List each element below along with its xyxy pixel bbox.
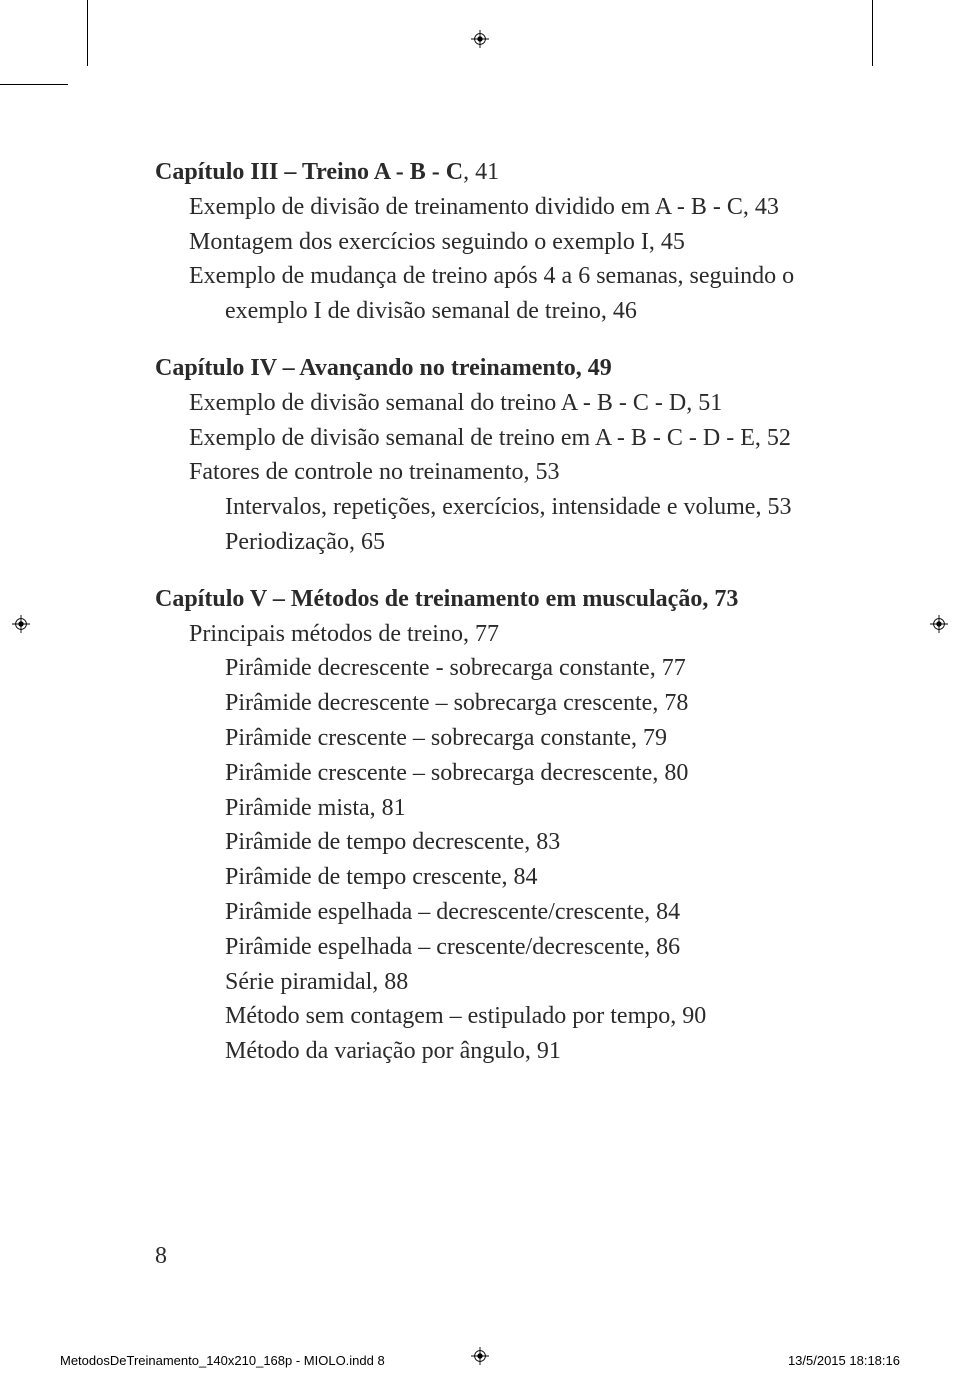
toc-subentry: Série piramidal, 88 [155,965,835,1000]
toc-subentry: Pirâmide decrescente – sobrecarga cresce… [155,686,835,721]
toc-entry: Exemplo de divisão semanal de treino em … [155,421,835,456]
toc-entry: Fatores de controle no treinamento, 53 [155,455,835,490]
toc-entry: Montagem dos exercícios seguindo o exemp… [155,225,835,260]
toc-entry: Principais métodos de treino, 77 [155,617,835,652]
toc-subentry: Pirâmide decrescente - sobrecarga consta… [155,651,835,686]
toc-subentry: Periodização, 65 [155,525,835,560]
toc-subentry: Pirâmide crescente – sobrecarga constant… [155,721,835,756]
toc-subentry: Método sem contagem – estipulado por tem… [155,999,835,1034]
crop-mark [87,0,88,66]
page-content: Capítulo III – Treino A - B - C, 41 Exem… [155,155,835,1069]
chapter-title: Capítulo III – Treino A - B - C [155,159,463,185]
print-footer: MetodosDeTreinamento_140x210_168p - MIOL… [60,1353,900,1368]
toc-subentry: Pirâmide de tempo decrescente, 83 [155,825,835,860]
footer-timestamp: 13/5/2015 18:18:16 [788,1353,900,1368]
chapter-heading: Capítulo III – Treino A - B - C, 41 [155,155,835,190]
page-number: 8 [155,1243,167,1270]
toc-subentry: Pirâmide espelhada – crescente/decrescen… [155,930,835,965]
chapter-heading: Capítulo IV – Avançando no treinamento, … [155,351,835,386]
registration-mark-icon [471,30,489,51]
chapter-page: , 41 [463,159,499,185]
toc-entry: Exemplo de mudança de treino após 4 a 6 … [155,259,835,329]
toc-subentry: Método da variação por ângulo, 91 [155,1034,835,1069]
toc-subentry: Pirâmide espelhada – decrescente/crescen… [155,895,835,930]
toc-subentry: Pirâmide de tempo crescente, 84 [155,860,835,895]
registration-mark-icon [12,615,30,636]
toc-subentry: Intervalos, repetições, exercícios, inte… [155,490,835,525]
footer-filename: MetodosDeTreinamento_140x210_168p - MIOL… [60,1353,385,1368]
toc-entry: Exemplo de divisão de treinamento dividi… [155,190,835,225]
toc-entry: Exemplo de divisão semanal do treino A -… [155,386,835,421]
toc-subentry: Pirâmide mista, 81 [155,791,835,826]
chapter-heading: Capítulo V – Métodos de treinamento em m… [155,582,835,617]
toc-subentry: Pirâmide crescente – sobrecarga decresce… [155,756,835,791]
crop-mark [0,84,68,85]
registration-mark-icon [930,615,948,636]
crop-mark [872,0,873,66]
